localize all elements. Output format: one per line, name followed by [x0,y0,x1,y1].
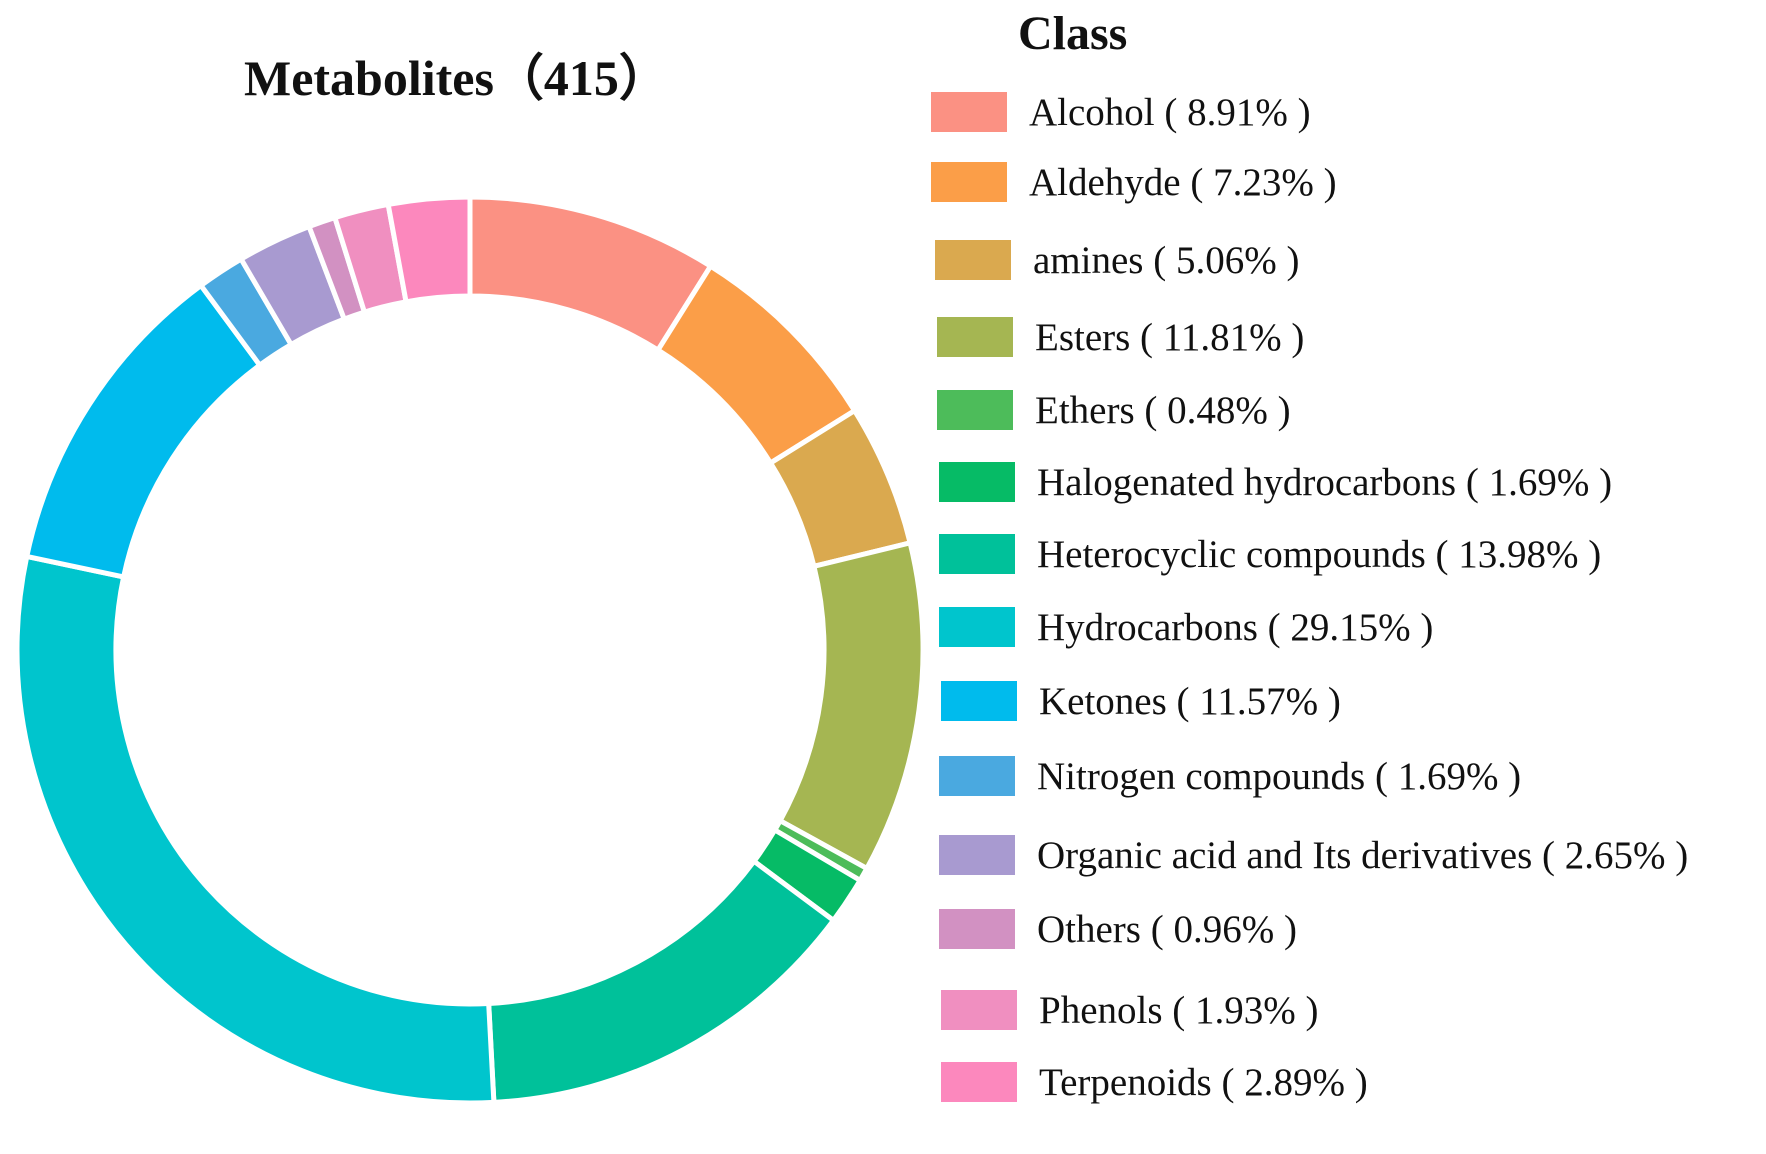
legend-swatch-phenols [941,990,1017,1030]
legend-item-aldehyde: Aldehyde ( 7.23% ) [931,158,1337,206]
legend-item-esters: Esters ( 11.81% ) [937,313,1304,361]
legend-swatch-organic-acid-and-its-derivatives [939,835,1015,875]
donut-slice-hydrocarbons [14,553,497,1106]
legend-item-halogenated-hydrocarbons: Halogenated hydrocarbons ( 1.69% ) [939,458,1612,506]
legend-item-nitrogen-compounds: Nitrogen compounds ( 1.69% ) [939,752,1521,800]
legend-swatch-ethers [937,390,1013,430]
legend-label-halogenated-hydrocarbons: Halogenated hydrocarbons ( 1.69% ) [1037,460,1613,504]
legend-swatch-aldehyde [931,162,1007,202]
legend-item-amines: amines ( 5.06% ) [935,236,1299,284]
legend-label-esters: Esters ( 11.81% ) [1035,315,1305,359]
legend-label-aldehyde: Aldehyde ( 7.23% ) [1029,160,1337,204]
legend-title: Class [1018,7,1128,60]
legend-item-alcohol: Alcohol ( 8.91% ) [931,88,1311,136]
legend-label-ketones: Ketones ( 11.57% ) [1039,679,1341,723]
legend-label-amines: amines ( 5.06% ) [1033,238,1300,282]
donut-chart [14,194,926,1106]
legend-swatch-ketones [941,681,1017,721]
legend-item-hydrocarbons: Hydrocarbons ( 29.15% ) [939,603,1433,651]
legend-label-organic-acid-and-its-derivatives: Organic acid and Its derivatives ( 2.65%… [1037,833,1689,877]
legend-label-alcohol: Alcohol ( 8.91% ) [1029,90,1311,134]
legend-item-ethers: Ethers ( 0.48% ) [937,386,1291,434]
legend-swatch-alcohol [931,92,1007,132]
legend-item-terpenoids: Terpenoids ( 2.89% ) [941,1058,1368,1106]
legend-label-terpenoids: Terpenoids ( 2.89% ) [1039,1060,1368,1104]
legend-label-phenols: Phenols ( 1.93% ) [1039,988,1319,1032]
legend-swatch-others [939,909,1015,949]
legend-item-organic-acid-and-its-derivatives: Organic acid and Its derivatives ( 2.65%… [939,831,1688,879]
legend-label-others: Others ( 0.96% ) [1037,907,1297,951]
legend-swatch-esters [937,317,1013,357]
legend-swatch-nitrogen-compounds [939,756,1015,796]
legend-label-ethers: Ethers ( 0.48% ) [1035,388,1291,432]
legend-item-ketones: Ketones ( 11.57% ) [941,677,1341,725]
legend-item-heterocyclic-compounds: Heterocyclic compounds ( 13.98% ) [939,530,1601,578]
legend-swatch-halogenated-hydrocarbons [939,462,1015,502]
legend-swatch-amines [935,240,1011,280]
donut-slice-heterocyclic-compounds [486,857,837,1105]
donut-slice-terpenoids [385,194,473,305]
legend-item-phenols: Phenols ( 1.93% ) [941,986,1318,1034]
legend-swatch-heterocyclic-compounds [939,534,1015,574]
legend-item-others: Others ( 0.96% ) [939,905,1297,953]
donut-slice-ketones [23,282,264,580]
legend-label-hydrocarbons: Hydrocarbons ( 29.15% ) [1037,605,1434,649]
donut-slice-esters [776,539,926,872]
legend-label-heterocyclic-compounds: Heterocyclic compounds ( 13.98% ) [1037,532,1602,576]
legend-label-nitrogen-compounds: Nitrogen compounds ( 1.69% ) [1037,754,1522,798]
chart-title: Metabolites（415） [244,50,669,106]
legend-swatch-hydrocarbons [939,607,1015,647]
legend-swatch-terpenoids [941,1062,1017,1102]
